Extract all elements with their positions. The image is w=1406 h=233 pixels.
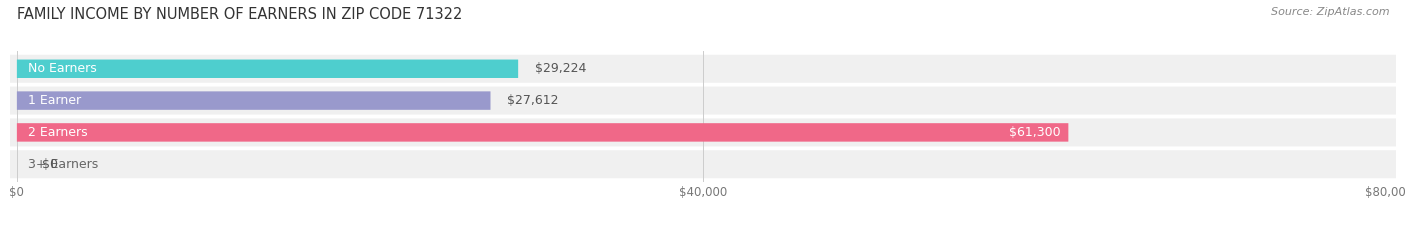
FancyBboxPatch shape [10, 87, 1396, 115]
Text: FAMILY INCOME BY NUMBER OF EARNERS IN ZIP CODE 71322: FAMILY INCOME BY NUMBER OF EARNERS IN ZI… [17, 7, 463, 22]
Text: $0: $0 [42, 158, 58, 171]
FancyBboxPatch shape [10, 118, 1396, 146]
Text: Source: ZipAtlas.com: Source: ZipAtlas.com [1271, 7, 1389, 17]
FancyBboxPatch shape [17, 60, 519, 78]
Text: 3+ Earners: 3+ Earners [28, 158, 98, 171]
Text: No Earners: No Earners [28, 62, 97, 75]
FancyBboxPatch shape [17, 123, 1069, 142]
Text: $27,612: $27,612 [508, 94, 558, 107]
FancyBboxPatch shape [10, 150, 1396, 178]
Text: $29,224: $29,224 [534, 62, 586, 75]
Text: 1 Earner: 1 Earner [28, 94, 82, 107]
Text: 2 Earners: 2 Earners [28, 126, 87, 139]
FancyBboxPatch shape [10, 55, 1396, 83]
Text: $61,300: $61,300 [1008, 126, 1060, 139]
FancyBboxPatch shape [17, 91, 491, 110]
